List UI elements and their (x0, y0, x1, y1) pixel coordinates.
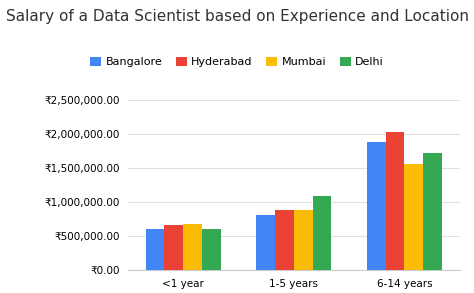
Bar (294, 210, 313, 270)
Bar (146, 229, 164, 270)
Bar (367, 142, 386, 270)
Legend: Bangalore, Hyderabad, Mumbai, Delhi: Bangalore, Hyderabad, Mumbai, Delhi (86, 52, 388, 72)
Text: Salary of a Data Scientist based on Experience and Location: Salary of a Data Scientist based on Expe… (6, 9, 468, 24)
Bar (256, 215, 275, 270)
Bar (386, 132, 404, 270)
Bar (164, 225, 183, 270)
Bar (313, 196, 331, 270)
Bar (404, 164, 423, 270)
Bar (202, 229, 221, 270)
Bar (423, 153, 442, 270)
Bar (183, 224, 202, 270)
Bar (275, 210, 294, 270)
